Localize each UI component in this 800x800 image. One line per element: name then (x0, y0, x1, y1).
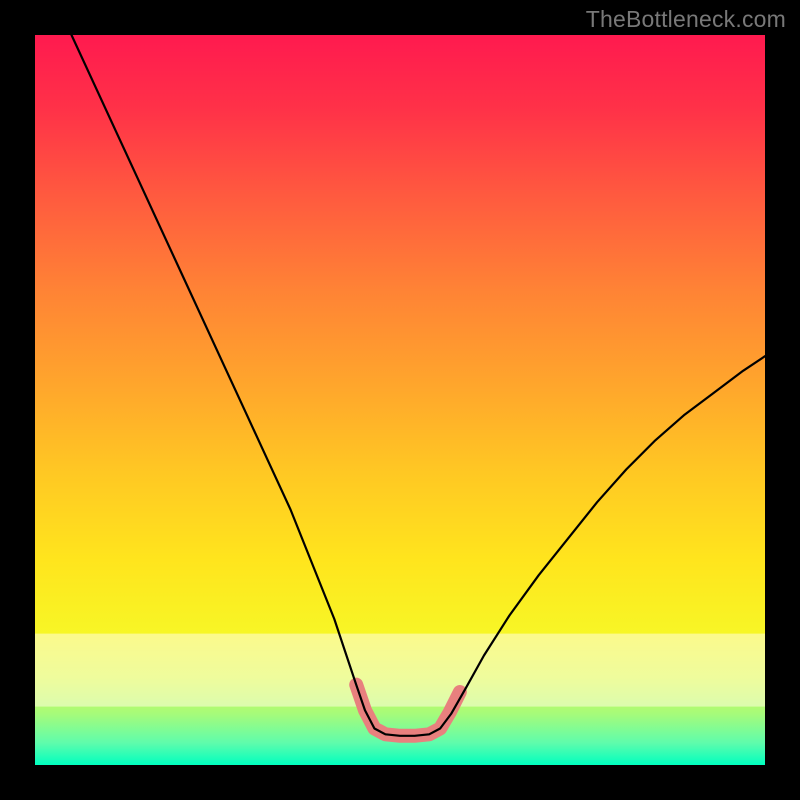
chart-canvas: TheBottleneck.com (0, 0, 800, 800)
watermark-label: TheBottleneck.com (586, 6, 786, 33)
bottleneck-chart (0, 0, 800, 800)
plot-area (35, 35, 765, 765)
pale-yellow-band (35, 634, 765, 707)
